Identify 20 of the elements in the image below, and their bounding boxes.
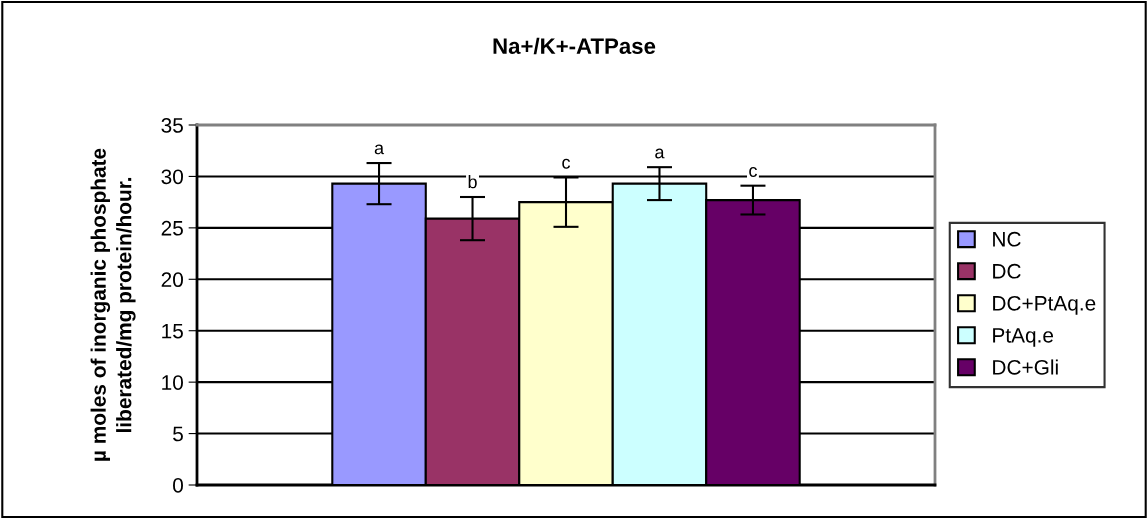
y-axis-title: µ moles of inorganic phosphate liberated/mg protein/hour. — [90, 148, 136, 461]
data-label: a — [374, 144, 385, 155]
legend-label: PtAq.e — [993, 328, 1054, 347]
legend-label: DC+PtAq.e — [993, 295, 1096, 315]
y-tick-label: 20 — [161, 272, 183, 288]
data-label: b — [468, 175, 477, 189]
y-tick-label: 0 — [173, 478, 183, 493]
y-tick-label: 15 — [162, 323, 183, 339]
y-tick-label: 35 — [161, 118, 183, 133]
y-tick-label: 30 — [161, 169, 183, 185]
y-tick-label: 5 — [173, 426, 183, 442]
legend-label: DC+Gli — [993, 359, 1058, 375]
chart-title: Na+/K+-ATPase — [493, 37, 656, 55]
y-tick-label: 25 — [161, 220, 183, 236]
legend-label: DC — [993, 263, 1021, 279]
data-label: c — [562, 158, 571, 169]
legend-label: NC — [993, 231, 1021, 247]
data-label: a — [655, 148, 665, 159]
data-label: c — [749, 167, 757, 177]
y-tick-label: 10 — [162, 375, 183, 390]
